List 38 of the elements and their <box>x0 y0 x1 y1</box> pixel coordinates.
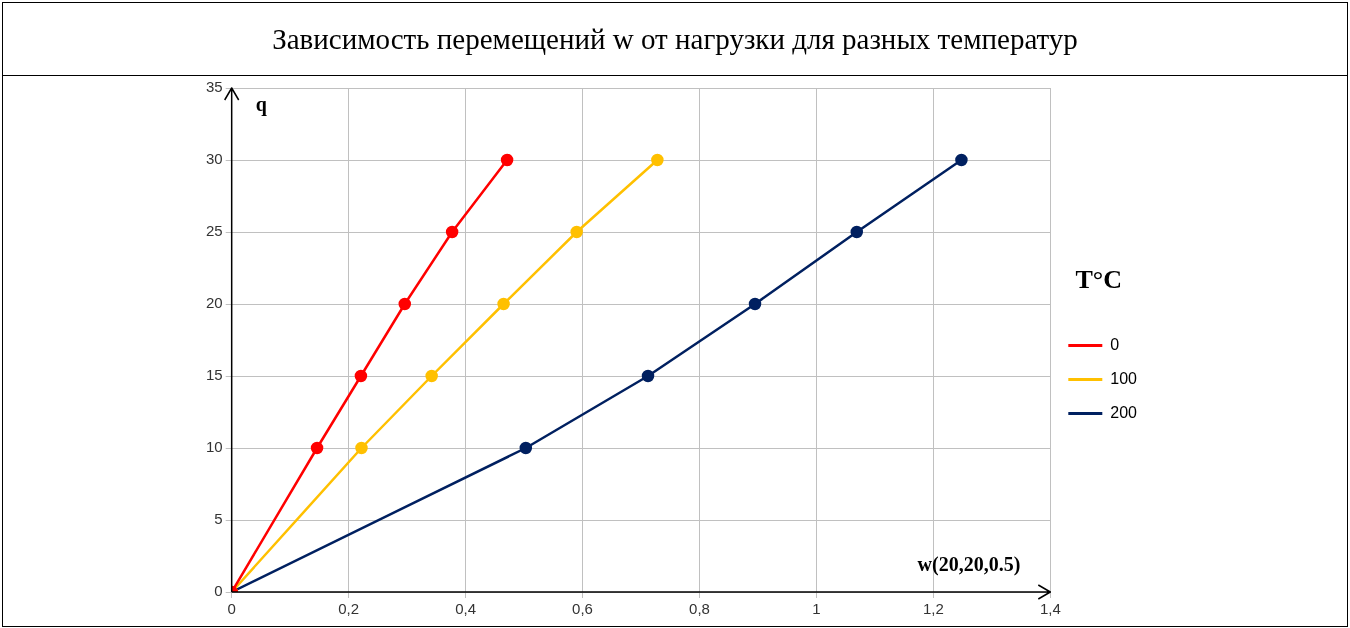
point <box>748 297 762 311</box>
legend-label: 100 <box>1110 370 1138 388</box>
point <box>354 369 368 383</box>
point <box>398 297 412 311</box>
y-tick-label: 25 <box>206 222 223 240</box>
point <box>850 225 864 239</box>
point <box>497 297 510 311</box>
y-tick-label: 35 <box>206 78 223 96</box>
y-tick-label: 10 <box>206 438 223 456</box>
y-tick-label: 0 <box>214 582 223 600</box>
legend-title: T°C <box>1075 265 1122 295</box>
x-axis-title: w(20,20,0.5) <box>917 553 1021 577</box>
point <box>500 153 514 167</box>
point <box>310 441 324 455</box>
x-tick-label: 0,2 <box>338 600 360 618</box>
point <box>445 225 459 239</box>
x-tick-label: 0,6 <box>572 600 593 618</box>
y-tick-label: 5 <box>214 510 223 528</box>
y-tick-label: 30 <box>206 150 223 168</box>
x-tick-label: 0,4 <box>455 600 477 618</box>
point <box>570 225 583 239</box>
point <box>519 441 533 455</box>
legend-label: 200 <box>1110 404 1138 422</box>
x-tick-label: 0 <box>227 600 236 618</box>
y-tick-label: 15 <box>206 366 223 384</box>
point <box>425 369 438 383</box>
point <box>955 153 968 167</box>
point <box>355 441 368 455</box>
legend-label: 0 <box>1110 336 1120 354</box>
y-tick-label: 20 <box>206 294 223 312</box>
point <box>641 369 655 383</box>
x-tick-label: 1,4 <box>1039 600 1061 618</box>
chart-title: Зависимость перемещений w от нагрузки для разных температур <box>3 3 1347 76</box>
point <box>651 153 664 167</box>
x-tick-label: 1,2 <box>922 600 944 618</box>
y-axis-title: q <box>255 93 267 117</box>
x-tick-label: 0,8 <box>689 600 710 618</box>
x-tick-label: 1 <box>812 600 821 618</box>
